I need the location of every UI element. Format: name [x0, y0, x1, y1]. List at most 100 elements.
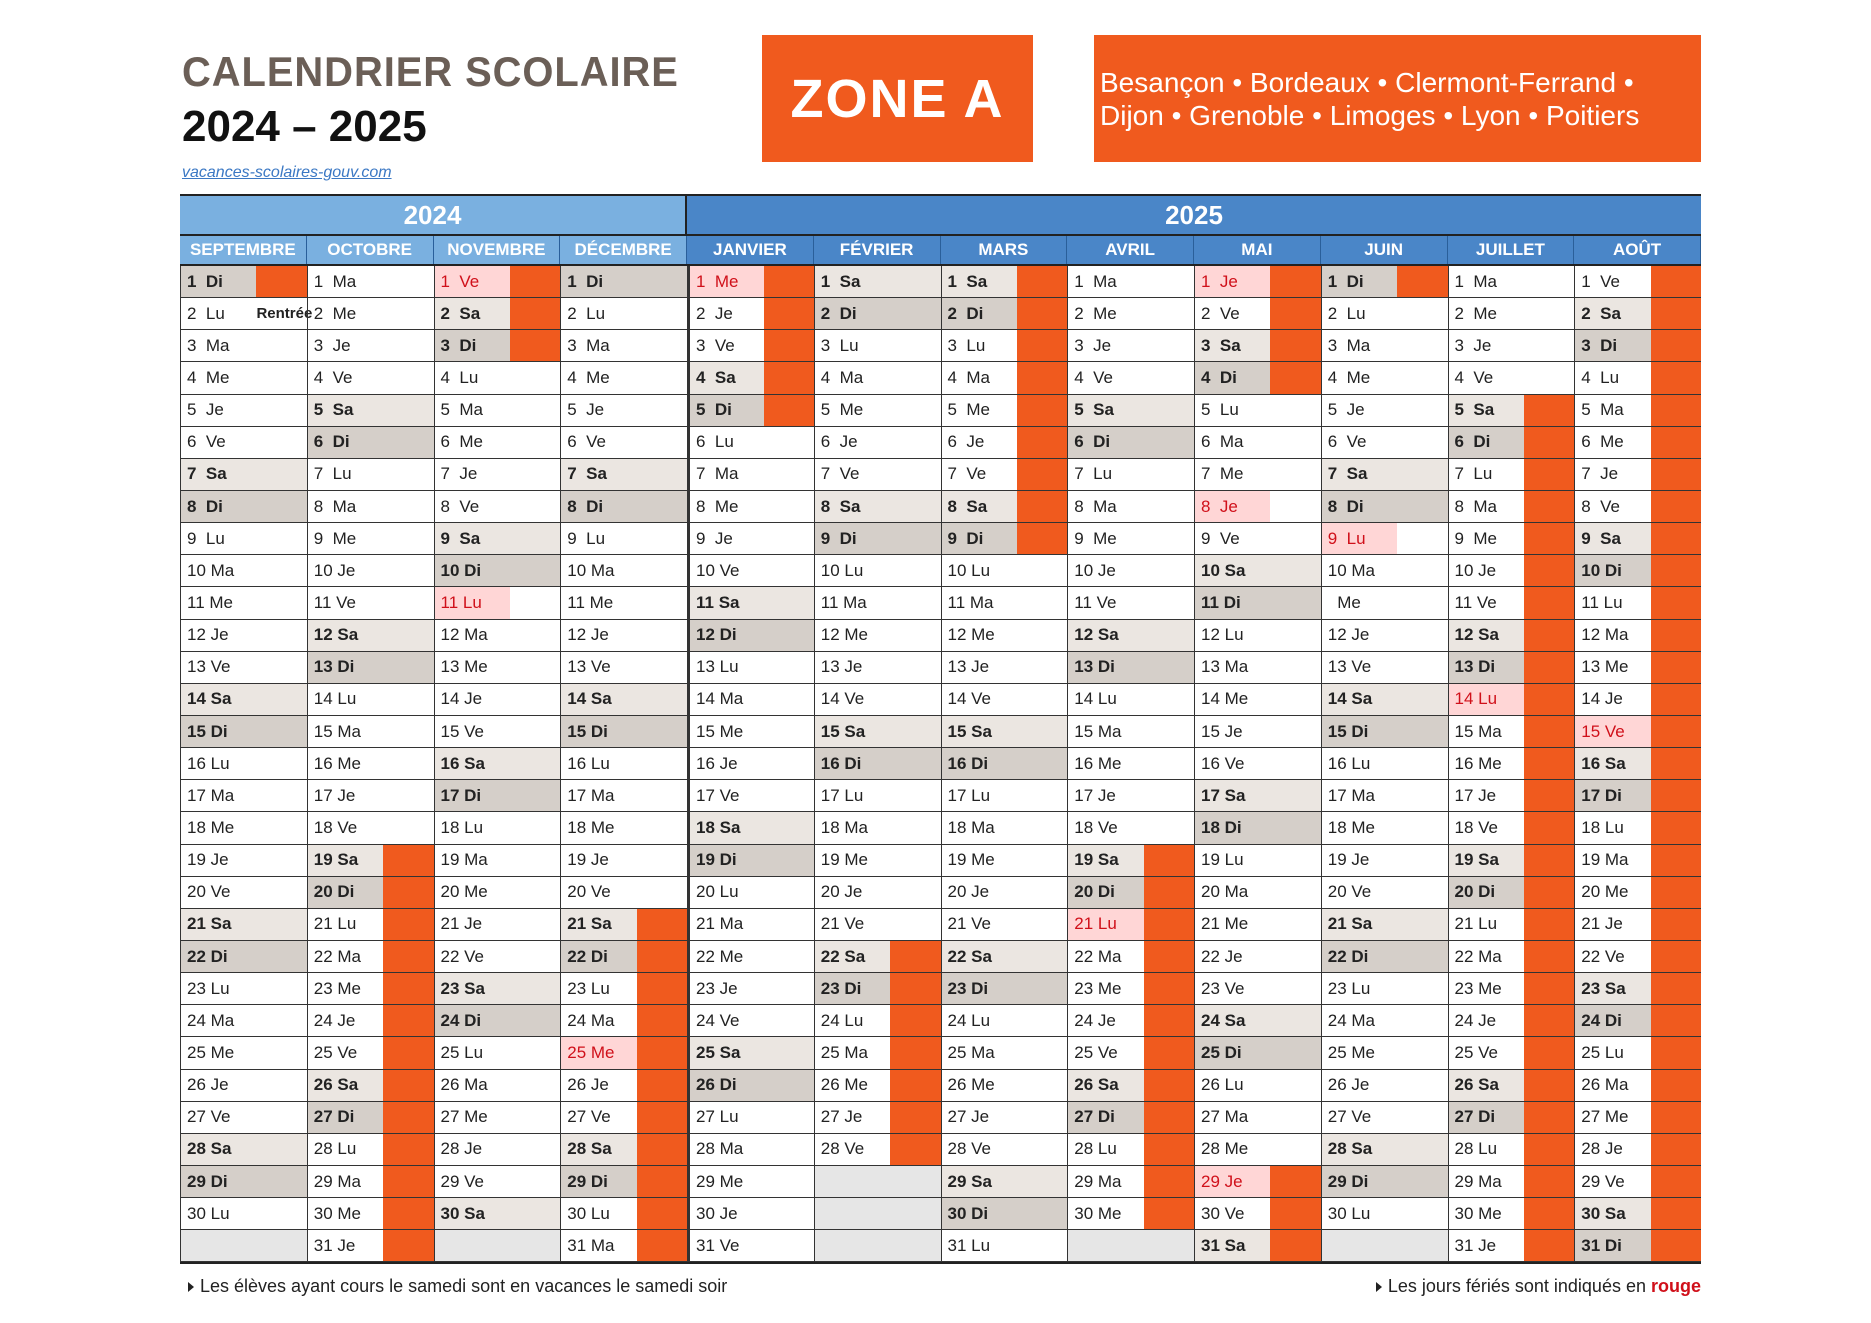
day-label: 23 Me	[1454, 978, 1502, 998]
day-label: 22 Di	[561, 940, 637, 973]
day-cell: 12 Me	[814, 620, 941, 652]
vacation-bar	[1270, 1198, 1321, 1230]
day-label: 4 Me	[187, 367, 230, 387]
month-headers: SEPTEMBRE OCTOBRE NOVEMBRE DÉCEMBRE JANVIER F…	[180, 234, 1701, 266]
day-label: 12 Lu	[1201, 625, 1244, 645]
day-label: 13 Je	[947, 657, 990, 677]
day-label: 9 Je	[696, 528, 733, 548]
vacation-bar	[636, 1005, 687, 1037]
day-label: 29 Ma	[1074, 1171, 1122, 1191]
day-spacer	[890, 716, 940, 747]
day-cell: 3 Ma	[181, 330, 307, 363]
day-cell: 29 Sa	[941, 1165, 1068, 1199]
day-spacer	[637, 459, 687, 490]
day-cell: 30 Me	[307, 1198, 434, 1231]
day-label: 20 Di	[1068, 876, 1144, 908]
day-cell: 19 Je	[561, 845, 687, 877]
day-label: 9 Sa	[440, 528, 481, 548]
day-cell: 11 Ve	[1068, 587, 1194, 620]
vacation-bar	[1143, 1005, 1194, 1037]
vacation-bar	[1143, 1165, 1194, 1198]
day-cell: 16 Je	[690, 748, 814, 781]
day-spacer	[1270, 587, 1320, 618]
day-cell: 28 Ve	[814, 1133, 941, 1166]
day-cell: 29 Me	[690, 1166, 814, 1199]
day-spacer	[510, 395, 560, 426]
day-spacer	[256, 427, 306, 458]
day-spacer	[1397, 877, 1447, 908]
day-spacer	[1270, 716, 1320, 747]
day-label: 24 Je	[1074, 1010, 1116, 1030]
day-cell: 6 Ma	[1195, 427, 1321, 459]
day-spacer	[1397, 587, 1447, 618]
day-label: 24 Je	[1454, 1010, 1497, 1030]
day-label: 31 Lu	[947, 1235, 991, 1255]
day-label: 6 Lu	[696, 432, 734, 452]
day-cell: 1 Di	[561, 266, 687, 299]
day-label: 6 Ma	[1201, 432, 1244, 452]
rentree-label: Rentrée	[256, 305, 313, 323]
day-cell: 3 Lu	[814, 330, 941, 363]
day-label: 10 Je	[1454, 560, 1497, 580]
day-cell: 13 Di	[1068, 651, 1194, 684]
day-cell: 30 Di	[941, 1198, 1068, 1231]
day-cell: 13 Me	[434, 652, 561, 684]
day-label: 28 Lu	[1074, 1139, 1117, 1159]
vacation-bar	[1016, 458, 1068, 490]
vacation-bar	[1523, 555, 1575, 587]
day-cell: 7 Je	[1575, 458, 1701, 491]
source-link[interactable]: vacances-scolaires-gouv.com	[182, 164, 392, 181]
day-cell: 26 Sa	[307, 1069, 434, 1102]
day-cell: 24 Di	[1575, 1005, 1701, 1038]
day-label: 6 Ve	[187, 432, 226, 452]
vacation-bar	[1523, 1101, 1575, 1133]
day-label: 31 Di	[1575, 1230, 1651, 1262]
day-cell: 7 Me	[1195, 459, 1321, 491]
day-cell: 21 Lu	[307, 908, 434, 941]
day-cell: 30 Sa	[1575, 1198, 1701, 1231]
day-label: 14 Sa	[567, 689, 612, 709]
day-cell: 30 Lu	[1321, 1198, 1448, 1231]
day-label: 2 Di	[941, 298, 1017, 330]
day-spacer	[764, 1070, 814, 1101]
day-label: 28 Sa	[1327, 1139, 1373, 1159]
vacation-bar	[1650, 266, 1701, 298]
day-cell: 29 Di	[181, 1165, 307, 1199]
day-label: 17 Je	[313, 785, 356, 805]
day-label: 1 Ve	[434, 266, 510, 298]
day-cell: 18 Ve	[1448, 812, 1575, 845]
day-spacer	[1270, 1070, 1320, 1101]
day-spacer	[1017, 812, 1067, 843]
day-label: 7 Ve	[947, 464, 987, 484]
day-cell: 11 Me	[561, 587, 687, 620]
day-label: 1 Ma	[313, 271, 357, 291]
day-label: 19 Sa	[307, 844, 384, 876]
day-spacer	[1144, 652, 1194, 683]
day-spacer	[383, 330, 433, 361]
month-header: SEPTEMBRE	[180, 236, 307, 264]
day-label: 20 Me	[1581, 882, 1629, 902]
vacation-bar	[636, 1165, 687, 1198]
vacation-bar	[764, 362, 814, 394]
day-cell: 13 Ve	[1321, 652, 1448, 684]
vacation-bar	[509, 330, 561, 362]
day-cell: 18 Sa	[690, 812, 814, 845]
day-label: 21 Me	[1201, 914, 1249, 934]
day-cell: 12 Sa	[1068, 619, 1194, 652]
day-spacer	[510, 523, 560, 554]
day-label: 11 Ma	[947, 592, 994, 612]
day-cell: 23 Sa	[434, 973, 561, 1006]
day-label: 18 Ve	[1454, 817, 1499, 837]
day-cell: 13 Di	[1448, 651, 1575, 684]
day-cell: 24 Je	[1068, 1005, 1194, 1038]
vacation-bar	[1650, 587, 1701, 619]
day-spacer	[1397, 362, 1447, 393]
vacation-bar	[1650, 394, 1701, 426]
day-cell: 13 Ma	[1195, 652, 1321, 684]
day-label: 28 Me	[1201, 1139, 1249, 1159]
day-spacer	[637, 812, 687, 843]
day-cell: 9 Lu	[181, 523, 307, 556]
day-cell: 6 Me	[1575, 426, 1701, 459]
day-spacer	[1397, 459, 1447, 490]
day-label: 13 Ve	[1327, 657, 1372, 677]
